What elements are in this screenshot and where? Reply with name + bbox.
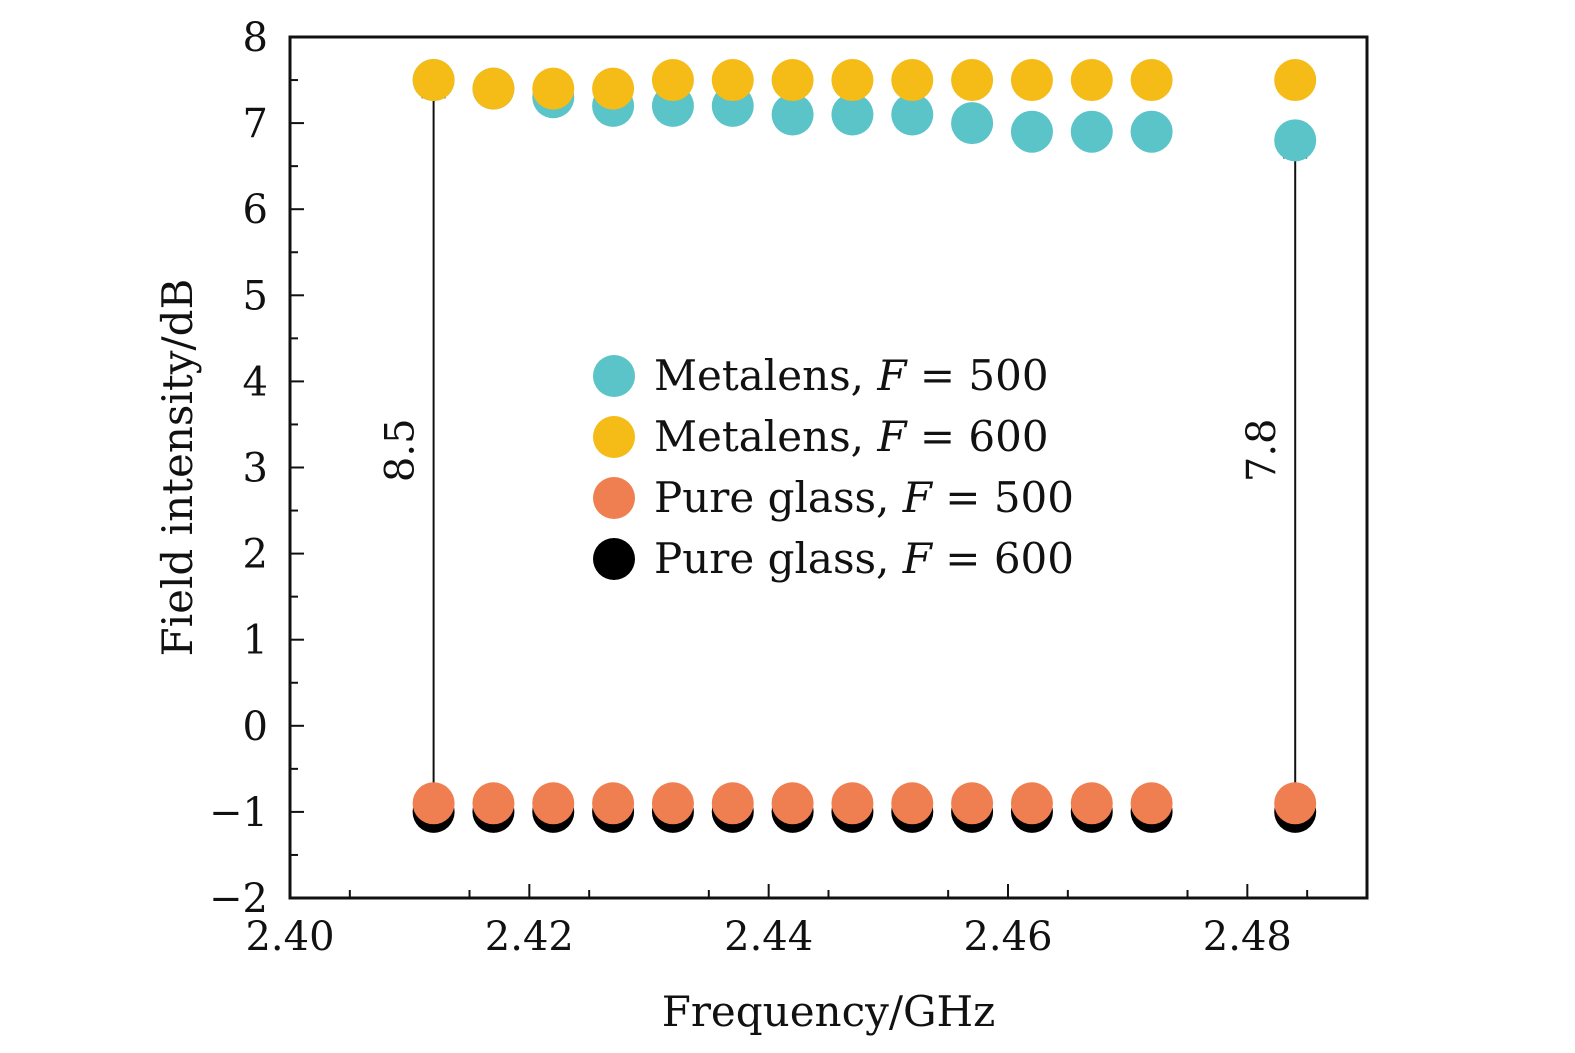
data-point <box>651 782 694 825</box>
data-point <box>1010 782 1053 825</box>
data-point <box>412 59 455 102</box>
data-point <box>951 102 994 145</box>
data-point <box>1130 110 1173 153</box>
data-point <box>1130 59 1173 102</box>
data-point <box>532 67 575 110</box>
legend-label: Pure glass, F = 500 <box>654 473 1074 522</box>
data-point <box>1070 59 1113 102</box>
data-point <box>532 782 575 825</box>
data-point <box>891 782 934 825</box>
data-point <box>1070 110 1113 153</box>
data-point <box>472 67 515 110</box>
legend-marker <box>593 416 635 458</box>
data-point <box>1130 782 1173 825</box>
data-point <box>592 782 635 825</box>
data-point <box>1010 59 1053 102</box>
data-point <box>831 782 874 825</box>
data-point <box>711 59 754 102</box>
y-tick-label: 8 <box>243 15 268 61</box>
data-point <box>891 59 934 102</box>
annotation-lines: 8.5 7.8 <box>378 96 1308 812</box>
legend-marker <box>593 355 635 397</box>
annotation-label: 8.5 <box>378 418 424 482</box>
data-point <box>771 93 814 136</box>
y-tick-label: 0 <box>243 704 268 750</box>
data-point <box>771 782 814 825</box>
data-point <box>1010 110 1053 153</box>
y-tick-label: 2 <box>243 532 268 578</box>
legend-marker <box>593 477 635 519</box>
y-tick-label: 4 <box>243 359 268 405</box>
y-tick-label: −2 <box>209 876 268 922</box>
data-point <box>711 782 754 825</box>
data-point <box>831 93 874 136</box>
y-tick-label: 7 <box>243 101 268 147</box>
x-tick-label: 2.46 <box>963 914 1052 960</box>
x-tick-label: 2.48 <box>1203 914 1292 960</box>
axis-ticks: 8 7 6 5 4 3 2 1 0 −1 −22.40 2.42 2.44 2.46 2.48 <box>209 15 1309 960</box>
y-tick-label: 5 <box>243 273 268 319</box>
data-point <box>831 59 874 102</box>
data-point <box>472 782 515 825</box>
data-point <box>1274 59 1317 102</box>
y-tick-label: 3 <box>243 446 268 492</box>
data-point <box>592 67 635 110</box>
legend: Metalens, F = 500 Metalens, F = 600 Pure g… <box>593 351 1074 583</box>
legend-label: Pure glass, F = 600 <box>654 534 1074 583</box>
y-axis-label: Field intensity/dB <box>153 279 202 657</box>
x-tick-label: 2.42 <box>485 914 574 960</box>
data-point <box>951 782 994 825</box>
legend-label: Metalens, F = 500 <box>654 351 1049 400</box>
data-point <box>891 93 934 136</box>
data-points <box>412 59 1317 833</box>
data-point <box>412 782 455 825</box>
legend-label: Metalens, F = 600 <box>654 412 1049 461</box>
plot-frame <box>288 35 1369 900</box>
data-point <box>651 59 694 102</box>
data-point <box>1274 119 1317 162</box>
x-tick-label: 2.40 <box>245 914 334 960</box>
x-axis-label: Frequency/GHz <box>662 987 996 1036</box>
y-tick-label: −1 <box>209 790 268 836</box>
data-point <box>771 59 814 102</box>
x-tick-label: 2.44 <box>724 914 813 960</box>
legend-marker <box>593 538 635 580</box>
annotation-label: 7.8 <box>1239 418 1285 482</box>
data-point <box>1274 782 1317 825</box>
y-tick-label: 1 <box>243 618 268 664</box>
data-point <box>951 59 994 102</box>
y-tick-label: 6 <box>243 187 268 233</box>
data-point <box>1070 782 1113 825</box>
